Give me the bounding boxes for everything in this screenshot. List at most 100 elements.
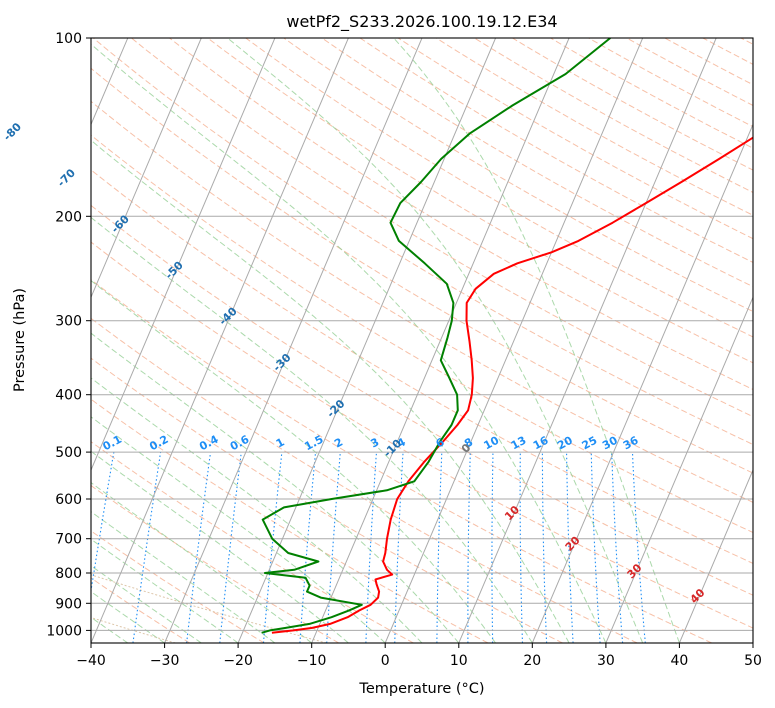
dry-adiabat bbox=[207, 38, 753, 364]
dry-adiabat bbox=[131, 38, 753, 418]
y-tick-label: 300 bbox=[55, 314, 82, 330]
x-tick-label: −20 bbox=[223, 653, 253, 669]
x-tick-label: −10 bbox=[297, 653, 327, 669]
mixing-ratio-label: 2 bbox=[332, 435, 345, 450]
dry-adiabat bbox=[550, 38, 753, 149]
isotherm-line bbox=[91, 38, 349, 643]
moist-adiabat bbox=[91, 139, 570, 643]
isotherm-line bbox=[531, 123, 753, 643]
series-layer bbox=[261, 38, 753, 634]
isotherm-label: 10 bbox=[502, 503, 522, 523]
isotherm-line bbox=[91, 38, 276, 472]
dry-adiabat bbox=[474, 38, 753, 194]
dry-adiabat bbox=[91, 279, 713, 643]
isotherm-line bbox=[164, 38, 423, 643]
dry-adiabat bbox=[91, 441, 414, 643]
x-tick-label: 0 bbox=[381, 653, 390, 669]
mixing-ratio-line bbox=[631, 452, 646, 643]
moist-adiabat bbox=[91, 332, 460, 643]
grid-lines bbox=[91, 38, 753, 643]
x-tick-label: −30 bbox=[150, 653, 180, 669]
dry-adiabat bbox=[664, 38, 753, 86]
dry-adiabat bbox=[359, 38, 753, 264]
diagram-background-lines bbox=[91, 38, 753, 643]
isotherm-line bbox=[237, 38, 497, 643]
y-tick-label: 900 bbox=[55, 596, 82, 612]
isotherm-label: -60 bbox=[109, 212, 132, 235]
mixing-ratio-line bbox=[299, 452, 317, 643]
mixing-ratio-label: 10 bbox=[482, 434, 502, 453]
isotherm-label: -70 bbox=[55, 166, 78, 189]
mixing-ratio-label: 30 bbox=[600, 434, 620, 453]
plot-frame bbox=[90, 37, 754, 644]
isotherm-line bbox=[91, 38, 202, 299]
mixing-ratio-line bbox=[436, 452, 443, 643]
y-tick-label: 1000 bbox=[46, 623, 82, 639]
moist-adiabat bbox=[393, 38, 680, 643]
dry-adiabat bbox=[740, 38, 753, 45]
dry-adiabat bbox=[91, 241, 753, 629]
mixing-ratio-line bbox=[365, 452, 378, 643]
saturation-curve bbox=[91, 574, 327, 643]
dry-adiabat bbox=[91, 530, 265, 643]
dry-adiabat bbox=[91, 134, 753, 534]
dry-adiabat bbox=[91, 398, 489, 643]
mixing-ratio-line bbox=[491, 452, 494, 643]
mixing-ratio-label: 36 bbox=[621, 434, 641, 453]
isotherm-label: 20 bbox=[563, 534, 583, 554]
dry-adiabat bbox=[702, 38, 753, 65]
mixing-ratio-line bbox=[132, 452, 162, 643]
moist-adiabat bbox=[91, 43, 607, 643]
dry-adiabat bbox=[91, 577, 190, 643]
x-axis: −40 −30 −20 −10 0 10 20 30 40 50 bbox=[76, 643, 762, 669]
dry-adiabat bbox=[91, 169, 753, 564]
moist-adiabat bbox=[91, 280, 496, 643]
isotherm-line bbox=[678, 468, 753, 643]
moist-adiabat bbox=[91, 216, 533, 643]
y-axis-title: Pressure (hPa) bbox=[12, 288, 28, 392]
moist-adiabat bbox=[91, 482, 312, 643]
isotherm-label: -40 bbox=[217, 305, 240, 328]
dry-adiabat bbox=[588, 38, 753, 128]
isotherm-line bbox=[605, 295, 753, 643]
mixing-ratio-line bbox=[91, 451, 115, 595]
temperature-profile-line bbox=[271, 136, 753, 634]
mixing-ratio-label: 16 bbox=[531, 434, 551, 453]
moist-adiabat bbox=[91, 450, 349, 643]
y-tick-label: 100 bbox=[55, 31, 82, 47]
mixing-ratio-label: 1.5 bbox=[302, 433, 325, 454]
moist-adiabat bbox=[91, 538, 239, 643]
x-tick-label: 30 bbox=[597, 653, 615, 669]
x-tick-label: 10 bbox=[450, 653, 468, 669]
isotherm-label: 30 bbox=[625, 561, 645, 581]
dry-adiabat bbox=[91, 204, 753, 596]
x-tick-label: 40 bbox=[670, 653, 688, 669]
moist-adiabat bbox=[91, 565, 202, 643]
moist-adiabat bbox=[91, 377, 423, 643]
mixing-ratio-line bbox=[186, 452, 212, 643]
dry-adiabat bbox=[245, 38, 753, 338]
moist-adiabat bbox=[91, 416, 386, 643]
moist-adiabat bbox=[91, 590, 165, 643]
mixing-ratio-label: 0.6 bbox=[228, 433, 252, 454]
y-tick-label: 700 bbox=[55, 532, 82, 548]
dewpoint-profile-line bbox=[261, 38, 611, 634]
x-tick-label: −40 bbox=[76, 653, 106, 669]
dry-adiabat bbox=[283, 38, 753, 313]
mixing-ratio-label: 0.1 bbox=[101, 433, 124, 454]
mixing-ratio-line bbox=[519, 452, 524, 643]
dry-adiabat bbox=[91, 357, 563, 643]
moist-adiabat bbox=[91, 511, 276, 643]
mixing-ratio-line bbox=[219, 452, 242, 643]
isotherm-line bbox=[752, 641, 753, 643]
dry-adiabat bbox=[321, 38, 753, 288]
dry-adiabat bbox=[512, 38, 753, 171]
y-tick-label: 500 bbox=[55, 445, 82, 461]
moist-adiabat bbox=[227, 38, 644, 643]
isotherm-label: -20 bbox=[324, 397, 347, 420]
x-tick-label: 20 bbox=[523, 653, 541, 669]
y-tick-label: 600 bbox=[55, 492, 82, 508]
dry-adiabat bbox=[169, 38, 753, 390]
y-tick-label: 200 bbox=[55, 209, 82, 225]
mixing-ratio-label: 20 bbox=[555, 434, 575, 453]
